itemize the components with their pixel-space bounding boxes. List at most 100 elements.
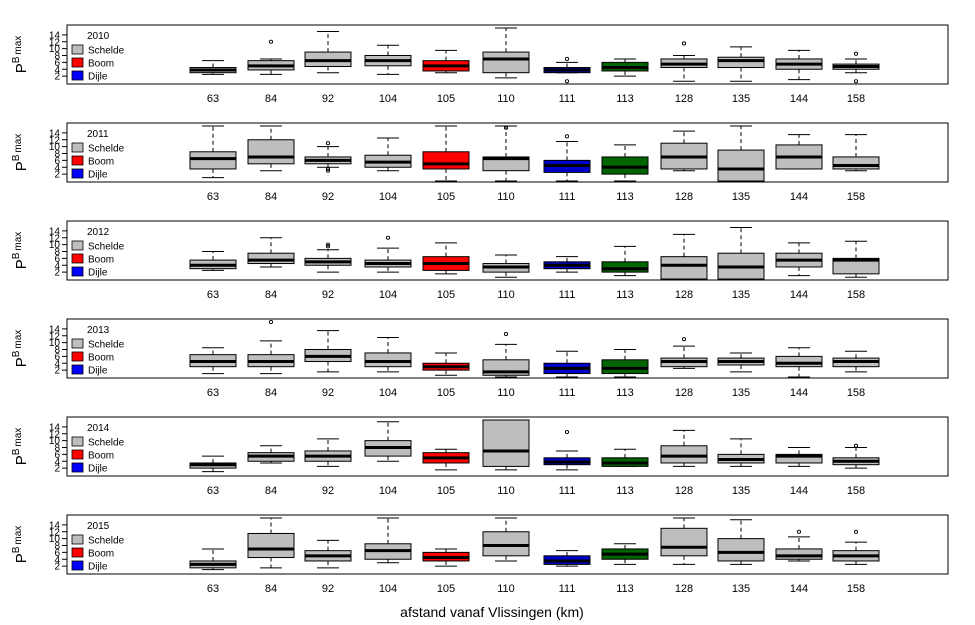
y-tick-label: 2 <box>54 170 60 181</box>
x-tick-label: 135 <box>732 191 750 203</box>
iqr-box <box>717 149 765 182</box>
legend-swatch-schelde <box>71 338 84 349</box>
x-tick-label: 135 <box>732 387 750 399</box>
box-105 <box>422 125 470 182</box>
y-label-sub: max <box>13 36 24 55</box>
y-tick-label: 14 <box>49 128 61 139</box>
x-tick-label: 105 <box>437 191 455 203</box>
x-tick-label: 92 <box>322 485 334 497</box>
iqr-box <box>601 359 649 375</box>
box-105 <box>422 548 470 567</box>
x-tick-label: 63 <box>207 583 219 595</box>
outlier-point <box>325 242 331 247</box>
box-113 <box>601 543 649 565</box>
y-tick-label: 4 <box>54 163 60 174</box>
y-tick-label: 10 <box>49 240 61 251</box>
iqr-box <box>482 419 530 467</box>
iqr-box <box>189 151 237 170</box>
iqr-box <box>832 156 880 170</box>
box-113 <box>601 448 649 467</box>
x-tick-label: 111 <box>559 93 576 105</box>
x-tick-label: 105 <box>437 485 455 497</box>
iqr-box <box>717 538 765 562</box>
legend-swatch-schelde <box>71 436 84 447</box>
x-tick-label: 158 <box>847 289 865 301</box>
box-128 <box>660 41 708 82</box>
outlier-point <box>564 429 570 435</box>
box-84 <box>247 319 295 375</box>
box-92 <box>304 539 352 569</box>
y-tick-label: 8 <box>54 247 60 258</box>
x-tick-label: 92 <box>322 191 334 203</box>
outlier-point <box>853 51 859 56</box>
legend-swatch-boom <box>71 155 84 166</box>
box-111 <box>543 56 591 84</box>
outlier-point <box>853 79 859 84</box>
y-tick-label: 2 <box>54 72 60 83</box>
y-tick-label: 6 <box>54 156 60 167</box>
x-tick-label: 92 <box>322 583 334 595</box>
legend-swatch-dijle <box>71 364 84 375</box>
y-tick-label: 8 <box>54 345 60 356</box>
box-158 <box>832 240 880 278</box>
iqr-box <box>775 355 823 368</box>
y-tick-label: 8 <box>54 51 60 62</box>
iqr-box <box>247 532 295 559</box>
y-axis-label: PBmax <box>11 36 30 74</box>
box-92 <box>304 242 352 273</box>
outlier-point <box>681 41 687 46</box>
box-84 <box>247 237 295 268</box>
legend-label-boom: Boom <box>88 255 114 266</box>
y-tick-label: 2 <box>54 464 60 475</box>
iqr-box <box>660 527 708 557</box>
y-label-sup: B <box>11 350 22 357</box>
y-label-base: P <box>13 357 30 367</box>
iqr-box <box>660 445 708 464</box>
box-111 <box>543 256 591 273</box>
box-144 <box>775 529 823 562</box>
box-84 <box>247 517 295 569</box>
box-135 <box>717 46 765 82</box>
legend-swatch-schelde <box>71 142 84 153</box>
box-92 <box>304 141 352 173</box>
x-tick-label: 158 <box>847 485 865 497</box>
legend-label-dijle: Dijle <box>88 366 108 377</box>
panel-year-label: 2011 <box>87 129 109 140</box>
outlier-point <box>681 337 687 342</box>
outlier-point <box>268 39 274 44</box>
iqr-box <box>660 256 708 280</box>
x-tick-label: 113 <box>616 387 634 399</box>
box-128 <box>660 337 708 369</box>
x-tick-label: 144 <box>790 191 808 203</box>
legend-swatch-schelde <box>71 240 84 251</box>
box-110 <box>482 419 530 471</box>
box-128 <box>660 429 708 467</box>
iqr-box <box>247 139 295 165</box>
x-tick-label: 158 <box>847 191 865 203</box>
legend-label-schelde: Schelde <box>88 536 125 547</box>
outlier-point <box>325 244 331 249</box>
box-158 <box>832 134 880 172</box>
y-label-sub: max <box>13 526 24 545</box>
panel-frame <box>66 514 949 575</box>
y-label-sup: B <box>11 448 22 455</box>
x-tick-label: 113 <box>616 289 634 301</box>
box-104 <box>364 137 412 172</box>
x-tick-label: 92 <box>322 387 334 399</box>
y-tick-label: 10 <box>49 142 61 153</box>
legend-label-dijle: Dijle <box>88 268 108 279</box>
box-105 <box>422 49 470 74</box>
box-158 <box>832 350 880 373</box>
x-tick-label: 84 <box>265 583 277 595</box>
box-158 <box>832 51 880 84</box>
y-label-sub: max <box>13 232 24 251</box>
box-84 <box>247 39 295 75</box>
x-tick-label: 158 <box>847 387 865 399</box>
y-tick-label: 10 <box>49 436 61 447</box>
x-tick-label: 63 <box>207 289 219 301</box>
y-label-base: P <box>13 553 30 563</box>
